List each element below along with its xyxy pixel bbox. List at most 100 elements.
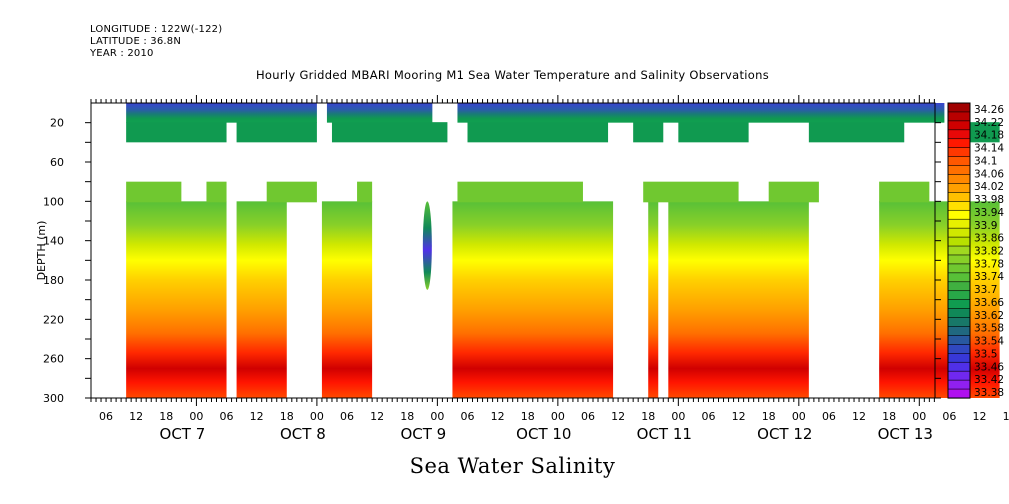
colorbar-label: 33.94 bbox=[974, 207, 1004, 219]
colorbar-label: 33.42 bbox=[974, 374, 1004, 386]
x-day-label: OCT 8 bbox=[280, 425, 326, 443]
colorbar-swatch bbox=[947, 156, 971, 167]
colorbar-label: 34.14 bbox=[974, 143, 1004, 155]
colorbar-swatch bbox=[947, 236, 971, 247]
x-tick-label: 18 bbox=[400, 410, 414, 423]
y-tick-label: 20 bbox=[50, 117, 64, 130]
deep-data-cell bbox=[452, 201, 614, 398]
colorbar-swatch bbox=[947, 129, 971, 140]
colorbar-swatch bbox=[947, 201, 971, 211]
deep-data-cell bbox=[457, 181, 583, 203]
colorbar-swatch bbox=[947, 272, 971, 283]
axes-layer: 20 60 100 140 180 220 260 300 DEPTH (m) 06 12 18 00 0… bbox=[35, 95, 1009, 443]
latitude-label: LATITUDE : 36.8N bbox=[90, 36, 182, 47]
surface-data-cell bbox=[126, 122, 227, 143]
year-label: YEAR : 2010 bbox=[90, 48, 154, 59]
colorbar-frame bbox=[947, 102, 971, 399]
x-tick-label: 18 bbox=[882, 410, 896, 423]
colorbar-swatch bbox=[947, 111, 971, 122]
colorbar-label: 33.82 bbox=[974, 246, 1004, 258]
colorbar-label: 34.26 bbox=[974, 104, 1004, 116]
surface-data-cell bbox=[236, 122, 317, 143]
x-axis-title: Sea Water Salinity bbox=[409, 454, 616, 478]
y-tick-label: 260 bbox=[43, 353, 64, 366]
x-tick-label: 12 bbox=[611, 410, 625, 423]
y-tick-label: 220 bbox=[43, 313, 64, 326]
colorbar-label: 34.18 bbox=[974, 130, 1004, 142]
colorbar-label: 33.98 bbox=[974, 194, 1004, 206]
surface-data-cell bbox=[126, 103, 317, 123]
colorbar-label: 34.22 bbox=[974, 117, 1004, 129]
colorbar-swatch bbox=[947, 120, 971, 131]
colorbar-label: 33.62 bbox=[974, 310, 1004, 322]
chart-title: Hourly Gridded MBARI Mooring M1 Sea Wate… bbox=[255, 68, 770, 82]
x-tick-label: 12 bbox=[852, 410, 866, 423]
x-tick-label: 06 bbox=[340, 410, 354, 423]
deep-data-cell bbox=[126, 181, 182, 203]
x-tick-label: 18 bbox=[159, 410, 173, 423]
x-tick-label: 06 bbox=[99, 410, 113, 423]
x-tick-label: 00 bbox=[792, 410, 806, 423]
x-tick-label: 06 bbox=[220, 410, 234, 423]
x-tick-label: 06 bbox=[822, 410, 836, 423]
colorbar-swatch bbox=[947, 308, 971, 319]
y-axis-title: DEPTH (m) bbox=[35, 221, 48, 281]
longitude-label: LONGITUDE : 122W(-122) bbox=[90, 24, 223, 35]
x-tick-label: 18 bbox=[521, 410, 535, 423]
x-day-label: OCT 10 bbox=[516, 425, 571, 443]
low-salinity-anomaly bbox=[422, 201, 432, 290]
colorbar-label: 33.74 bbox=[974, 271, 1004, 283]
colorbar-swatch bbox=[947, 370, 971, 381]
colorbar-swatch bbox=[947, 388, 971, 399]
surface-data-cell bbox=[633, 122, 664, 143]
x-day-label: OCT 12 bbox=[757, 425, 812, 443]
deep-data-cell bbox=[236, 201, 287, 398]
surface-data-layer bbox=[126, 103, 1000, 143]
surface-data-cell bbox=[331, 122, 448, 143]
y-tick-label: 100 bbox=[43, 195, 64, 208]
x-tick-label: 12 bbox=[732, 410, 746, 423]
x-tick-label: 18 bbox=[280, 410, 294, 423]
colorbar-label: 33.46 bbox=[974, 361, 1004, 373]
colorbar-swatch bbox=[947, 102, 971, 113]
x-tick-label: 00 bbox=[189, 410, 203, 423]
colorbar-label: 33.86 bbox=[974, 233, 1004, 245]
deep-data-layer bbox=[126, 181, 1000, 398]
x-day-label: OCT 7 bbox=[160, 425, 206, 443]
x-tick-label: 12 bbox=[973, 410, 987, 423]
surface-data-cell bbox=[457, 103, 945, 123]
x-tick-label: 18 bbox=[1003, 410, 1009, 423]
surface-data-cell bbox=[326, 103, 433, 123]
colorbar-label: 33.5 bbox=[974, 348, 997, 360]
y-tick-label: 60 bbox=[50, 156, 64, 169]
colorbar-swatch bbox=[947, 245, 971, 256]
x-tick-label: 12 bbox=[129, 410, 143, 423]
colorbar-swatch bbox=[947, 209, 971, 220]
colorbar-label: 33.78 bbox=[974, 258, 1004, 270]
colorbar-swatch bbox=[947, 218, 971, 229]
colorbar-swatch bbox=[947, 192, 971, 202]
x-day-label: OCT 11 bbox=[637, 425, 692, 443]
x-tick-label: 12 bbox=[370, 410, 384, 423]
colorbar-swatch bbox=[947, 147, 971, 158]
colorbar-label: 34.02 bbox=[974, 181, 1004, 193]
colorbar-swatch bbox=[947, 227, 971, 238]
deep-data-cell bbox=[321, 201, 373, 398]
colorbar-swatch bbox=[947, 326, 971, 337]
x-tick-label: 06 bbox=[581, 410, 595, 423]
colorbar-label: 33.54 bbox=[974, 336, 1004, 348]
x-day-label: OCT 9 bbox=[400, 425, 446, 443]
colorbar: 34.2634.2234.1834.1434.134.0634.0233.983… bbox=[947, 102, 1004, 399]
deep-data-cell bbox=[643, 181, 739, 203]
colorbar-swatch bbox=[947, 174, 971, 185]
deep-data-cell bbox=[668, 201, 809, 398]
x-tick-label: 06 bbox=[461, 410, 475, 423]
x-tick-label: 06 bbox=[942, 410, 956, 423]
colorbar-swatch bbox=[947, 379, 971, 390]
colorbar-label: 34.06 bbox=[974, 168, 1004, 180]
x-tick-label: 00 bbox=[310, 410, 324, 423]
colorbar-swatch bbox=[947, 281, 971, 292]
colorbar-swatch bbox=[947, 344, 971, 354]
colorbar-swatch bbox=[947, 299, 971, 310]
